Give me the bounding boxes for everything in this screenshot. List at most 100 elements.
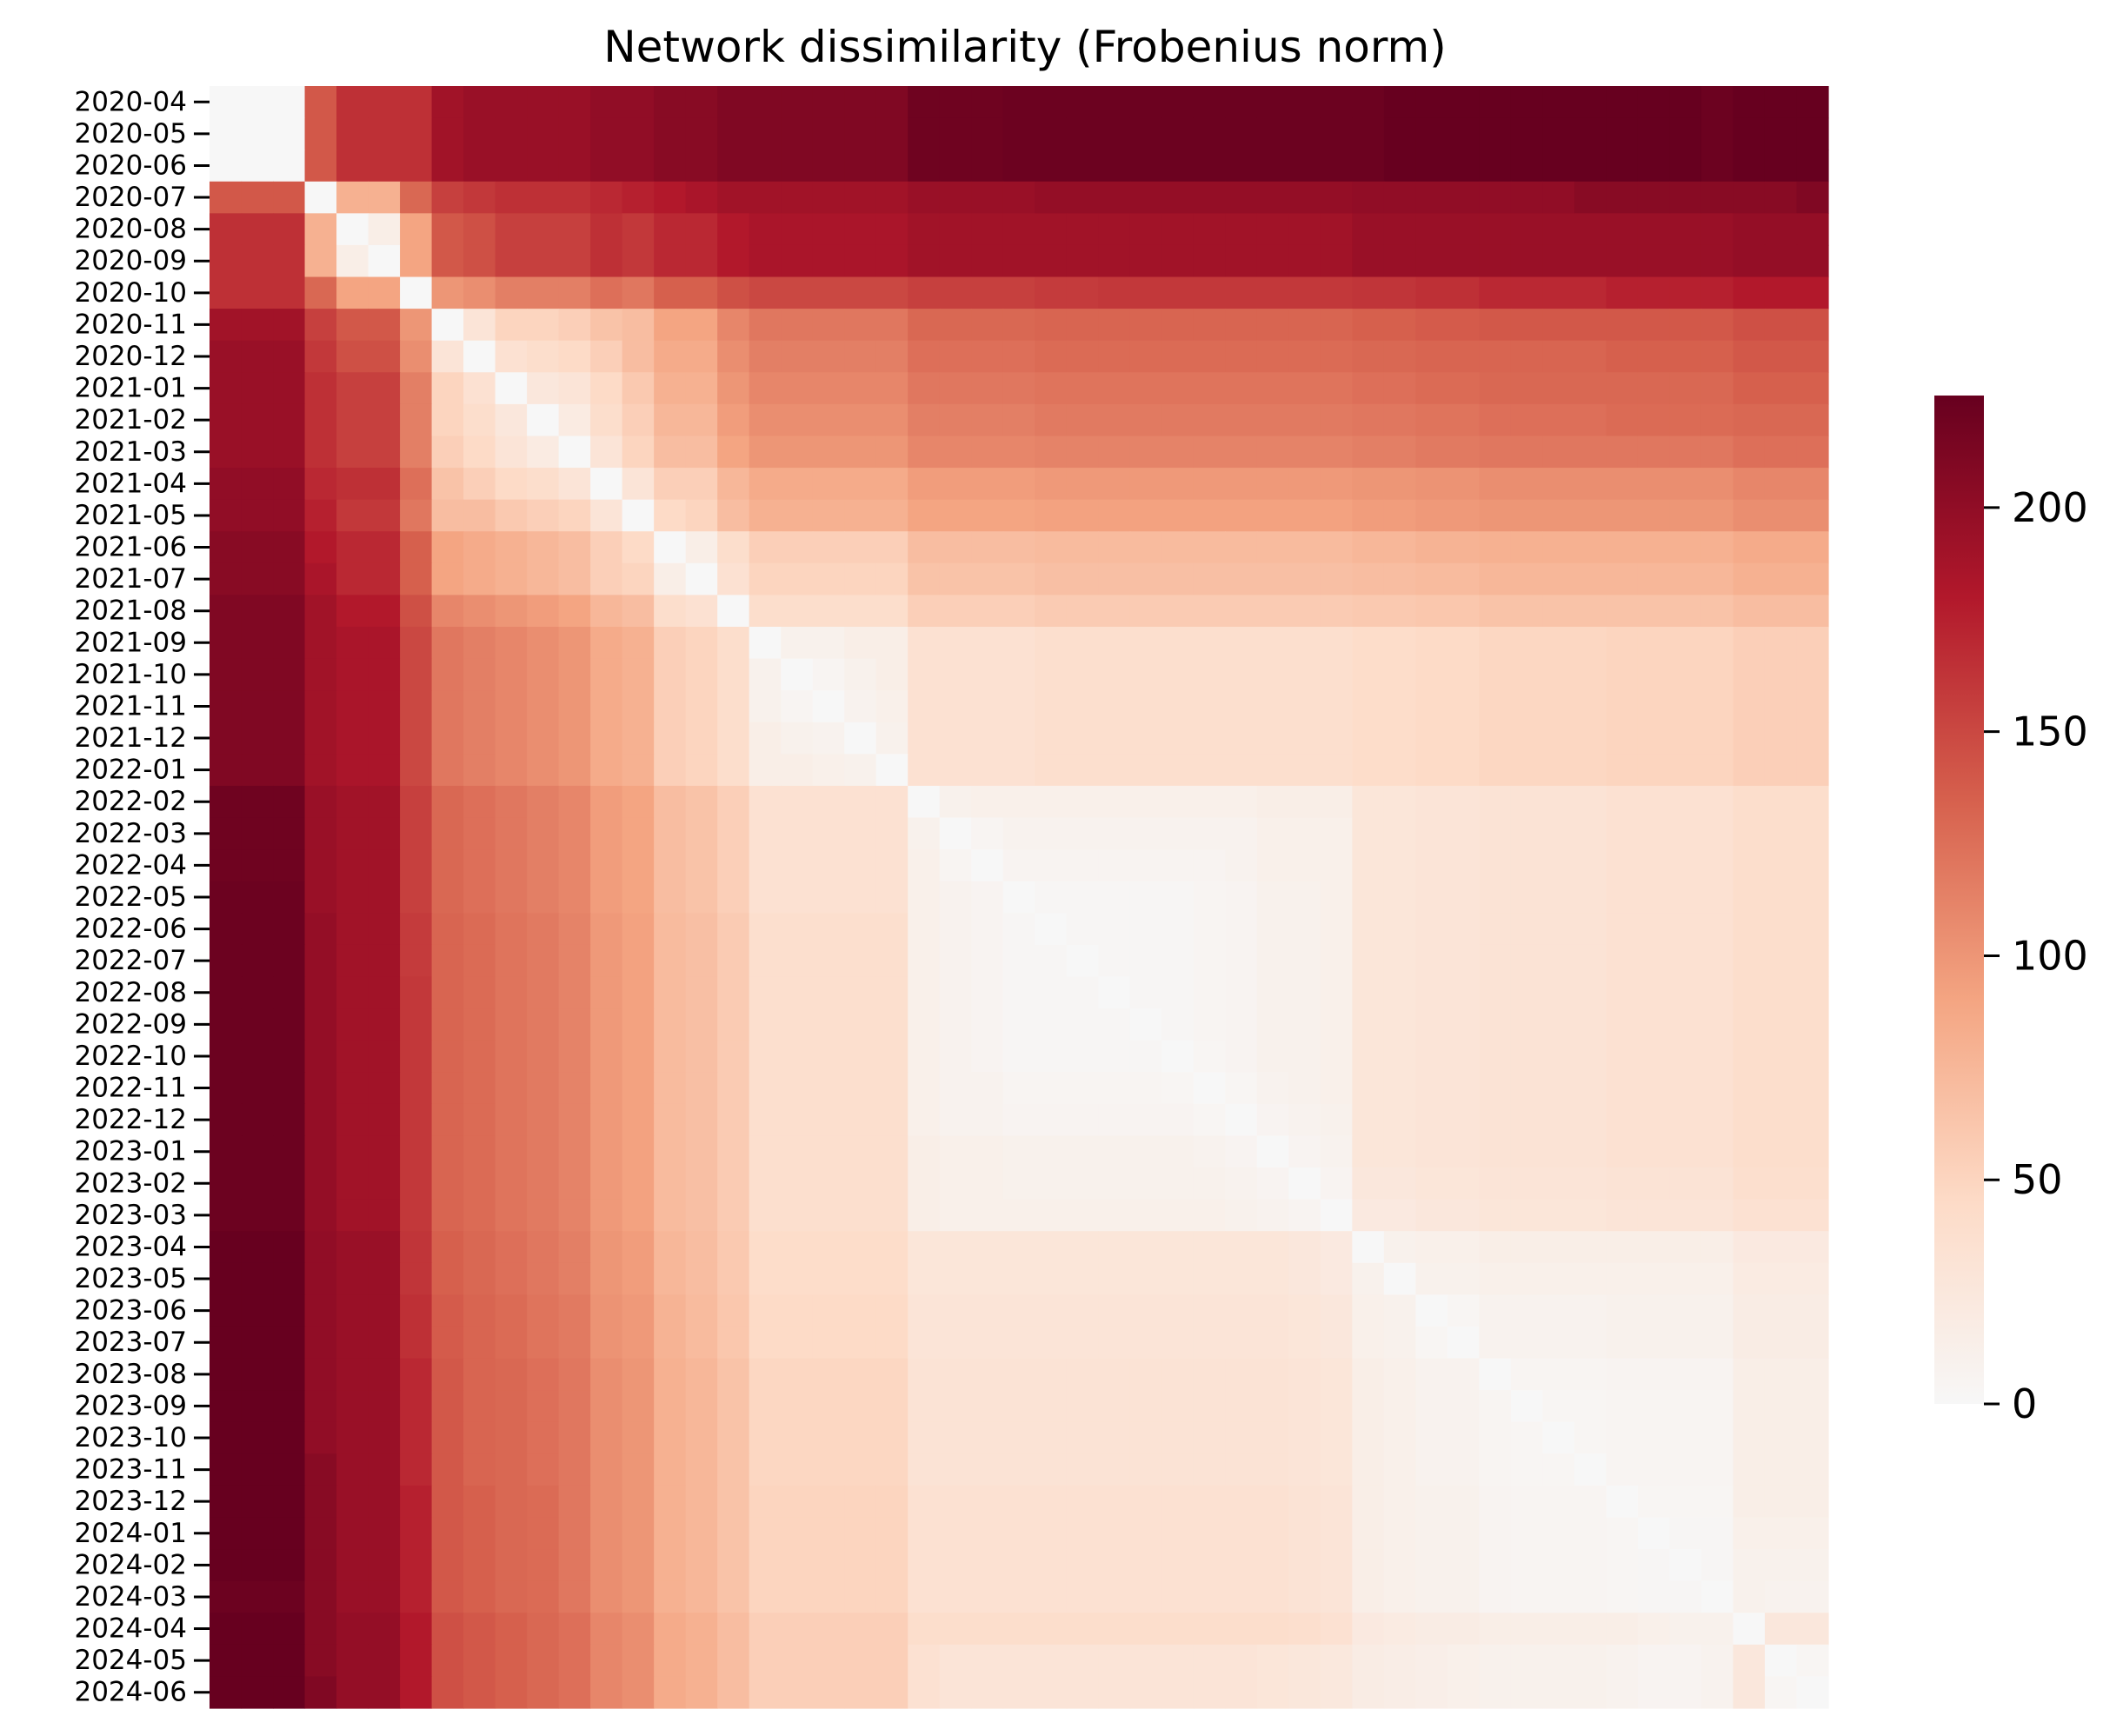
heatmap-cell: [431, 1294, 464, 1327]
heatmap-cell: [875, 754, 908, 787]
heatmap-cell: [1764, 722, 1798, 755]
heatmap-cell: [336, 1421, 369, 1454]
heatmap-cell: [749, 1326, 782, 1360]
heatmap-cell: [1225, 436, 1258, 469]
heatmap-cell: [749, 1135, 782, 1168]
heatmap-cell: [1415, 499, 1448, 532]
heatmap-cell: [400, 244, 433, 278]
heatmap-cell: [1542, 817, 1575, 850]
heatmap-cell: [1161, 562, 1195, 596]
heatmap-cell: [336, 1390, 369, 1423]
heatmap-cell: [1352, 1453, 1385, 1487]
heatmap-cell: [685, 1485, 718, 1519]
heatmap-cell: [400, 817, 433, 850]
heatmap-cell: [1002, 1390, 1035, 1423]
heatmap-cell: [1415, 1676, 1448, 1709]
heatmap-cell: [1764, 86, 1798, 119]
colorbar-tick-label: 150: [2012, 708, 2088, 755]
heatmap-cell: [812, 690, 845, 723]
heatmap-cell: [1098, 1262, 1131, 1295]
heatmap-cell: [431, 1135, 464, 1168]
heatmap-cell: [1542, 595, 1575, 628]
heatmap-cell: [527, 499, 560, 532]
heatmap-cell: [495, 1103, 528, 1137]
heatmap-cell: [749, 309, 782, 342]
heatmap-cell: [749, 1040, 782, 1073]
heatmap-cell: [1669, 595, 1702, 628]
heatmap-cell: [939, 150, 972, 183]
heatmap-cell: [1161, 86, 1195, 119]
heatmap-cell: [1764, 403, 1798, 437]
heatmap-cell: [558, 86, 591, 119]
heatmap-cell: [844, 1040, 877, 1073]
heatmap-cell: [336, 1167, 369, 1201]
heatmap-cell: [368, 722, 401, 755]
heatmap-cell: [1764, 150, 1798, 183]
heatmap-cell: [654, 468, 687, 501]
heatmap-cell: [1733, 499, 1766, 532]
heatmap-cell: [1098, 785, 1131, 819]
heatmap-cell: [527, 595, 560, 628]
heatmap-cell: [1383, 1453, 1416, 1487]
heatmap-cell: [1288, 1580, 1321, 1613]
heatmap-cell: [431, 531, 464, 564]
heatmap-cell: [495, 150, 528, 183]
heatmap-cell: [1129, 881, 1162, 914]
heatmap-cell: [749, 1676, 782, 1709]
heatmap-cell: [210, 468, 243, 501]
heatmap-cell: [495, 372, 528, 405]
heatmap-cell: [875, 181, 908, 214]
heatmap-cell: [558, 150, 591, 183]
heatmap-cell: [622, 340, 655, 373]
heatmap-cell: [527, 881, 560, 914]
heatmap-cell: [685, 117, 718, 150]
heatmap-cell: [844, 1167, 877, 1201]
heatmap-cell: [304, 658, 337, 691]
heatmap-cell: [812, 86, 845, 119]
heatmap-cell: [527, 117, 560, 150]
heatmap-cell: [1256, 627, 1289, 660]
heatmap-cell: [590, 1199, 623, 1232]
heatmap-cell: [875, 1040, 908, 1073]
heatmap-cell: [1447, 1135, 1480, 1168]
heatmap-cell: [273, 499, 306, 532]
heatmap-cell: [1415, 1421, 1448, 1454]
heatmap-cell: [1764, 340, 1798, 373]
heatmap-cell: [336, 499, 369, 532]
heatmap-cell: [971, 436, 1004, 469]
heatmap-cell: [304, 1517, 337, 1550]
heatmap-cell: [1035, 1199, 1068, 1232]
heatmap-cell: [400, 1326, 433, 1360]
heatmap-cell: [210, 1262, 243, 1295]
heatmap-cell: [1669, 1390, 1702, 1423]
heatmap-cell: [368, 499, 401, 532]
heatmap-cell: [558, 817, 591, 850]
heatmap-cell: [1796, 1103, 1829, 1137]
heatmap-cell: [1035, 881, 1068, 914]
heatmap-cell: [273, 340, 306, 373]
heatmap-cell: [1669, 562, 1702, 596]
heatmap-cell: [1637, 1613, 1671, 1646]
heatmap-cell: [1447, 86, 1480, 119]
heatmap-cell: [1225, 372, 1258, 405]
heatmap-cell: [1574, 468, 1607, 501]
heatmap-cell: [558, 1421, 591, 1454]
heatmap-cell: [1447, 1262, 1480, 1295]
heatmap-cell: [1129, 1390, 1162, 1423]
heatmap-cell: [654, 849, 687, 882]
heatmap-cell: [1796, 499, 1829, 532]
heatmap-cell: [1383, 86, 1416, 119]
heatmap-cell: [939, 754, 972, 787]
heatmap-cell: [749, 658, 782, 691]
heatmap-cell: [1415, 658, 1448, 691]
heatmap-cell: [1320, 86, 1353, 119]
heatmap-cell: [812, 1676, 845, 1709]
heatmap-cell: [527, 1390, 560, 1423]
heatmap-cell: [622, 1421, 655, 1454]
heatmap-cell: [812, 1644, 845, 1678]
heatmap-cell: [685, 1294, 718, 1327]
heatmap-cell: [1352, 531, 1385, 564]
heatmap-cell: [1542, 1485, 1575, 1519]
heatmap-cell: [1320, 531, 1353, 564]
heatmap-cell: [1606, 690, 1639, 723]
